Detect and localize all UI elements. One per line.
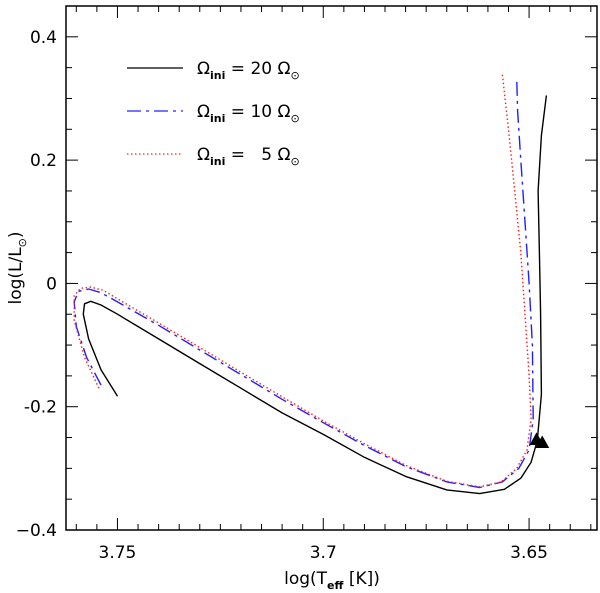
- marker-triangle-1: [535, 435, 550, 449]
- x-tick-label: 3.75: [99, 543, 137, 563]
- curves: [73, 73, 548, 495]
- series-line-2: [73, 73, 532, 488]
- axis-ticks: [66, 5, 597, 531]
- y-axis-label: log(L/L⊙): [6, 231, 29, 304]
- series-line-0: [82, 95, 548, 495]
- legend-label-10: Ωini = 10 Ω⊙: [197, 102, 300, 125]
- legend-entry-10: Ωini = 10 Ω⊙: [127, 102, 300, 125]
- plot-frame: [65, 5, 598, 531]
- y-tick-label: 0: [46, 274, 57, 294]
- y-tick-label: −0.4: [16, 521, 57, 541]
- legend-entry-5: Ωini = 5 Ω⊙: [127, 145, 300, 168]
- y-tick-label: 0.4: [30, 28, 57, 48]
- legend-entry-20: Ωini = 20 Ω⊙: [127, 59, 300, 82]
- y-tick-label: 0.2: [30, 151, 57, 171]
- x-axis-label: log(Teff [K]): [284, 569, 380, 592]
- x-tick-label: 3.7: [310, 543, 337, 563]
- series-line-1: [73, 76, 534, 489]
- markers: [529, 432, 550, 449]
- x-tick-label: 3.65: [510, 543, 548, 563]
- legend-label-5: Ωini = 5 Ω⊙: [197, 145, 300, 168]
- y-tick-label: -0.2: [24, 398, 57, 418]
- legend-label-20: Ωini = 20 Ω⊙: [197, 59, 300, 82]
- legend: Ωini = 20 Ω⊙ Ωini = 10 Ω⊙ Ωini = 5 Ω⊙: [127, 59, 300, 168]
- axis-tick-labels: 3.75 3.7 3.65 0.4 0.2 0 -0.2 −0.4: [16, 28, 548, 563]
